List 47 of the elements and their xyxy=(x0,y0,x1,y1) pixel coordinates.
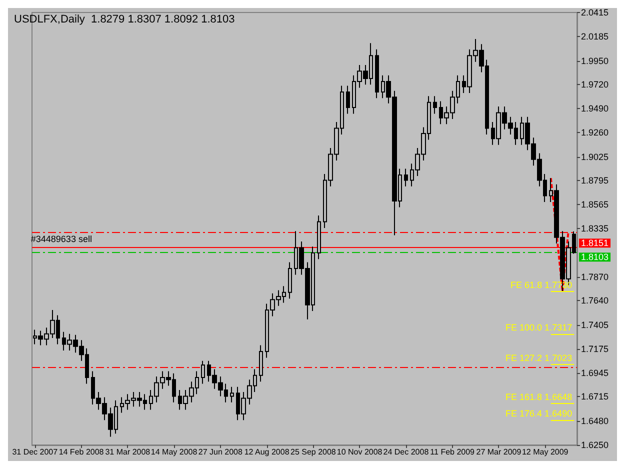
candlestick xyxy=(317,215,321,260)
ref-line-label: 1.8103 xyxy=(581,252,609,262)
y-tick-label: 1.8795 xyxy=(581,176,609,186)
candlestick xyxy=(201,360,205,384)
x-tick-label: 27 Mar 2009 xyxy=(476,448,522,456)
candlestick xyxy=(259,344,263,382)
ref-line-label: 1.8151 xyxy=(581,238,609,248)
x-tick-label: 31 Dec 2007 xyxy=(12,448,58,456)
ref-line-label: FE 127.2 1.7023 xyxy=(506,353,572,364)
y-tick-label: 1.6715 xyxy=(581,392,609,402)
x-tick-label: 12 Aug 2008 xyxy=(244,448,290,456)
y-tick-label: 1.9490 xyxy=(581,104,609,114)
candlestick xyxy=(404,168,408,187)
x-tick-label: 10 Nov 2008 xyxy=(336,448,383,456)
x-tick-label: 24 Dec 2008 xyxy=(383,448,430,456)
candlestick xyxy=(433,96,437,114)
y-tick-label: 1.8565 xyxy=(581,200,609,210)
y-tick-label: 1.7870 xyxy=(581,272,609,282)
y-tick-label: 1.9025 xyxy=(581,152,609,162)
x-tick-label: 11 Feb 2009 xyxy=(430,448,476,456)
y-tick-label: 1.9950 xyxy=(581,56,609,66)
candlestick xyxy=(375,48,379,99)
ref-line-label: FE 176.4 1.6490 xyxy=(506,408,572,419)
y-tick-label: 1.7175 xyxy=(581,344,609,354)
x-tick-label: 25 Sep 2008 xyxy=(290,448,336,456)
candlestick xyxy=(230,386,234,403)
chart-title: USDLFX,Daily 1.8279 1.8307 1.8092 1.8103 xyxy=(14,14,235,26)
y-tick-label: 1.9720 xyxy=(581,80,609,90)
y-tick-label: 2.0185 xyxy=(581,31,609,42)
y-tick-label: 1.6480 xyxy=(581,416,609,426)
y-tick-label: 1.6945 xyxy=(581,368,609,378)
y-tick-label: 1.6250 xyxy=(581,440,609,450)
x-tick-label: 12 May 2009 xyxy=(522,448,569,456)
y-tick-label: 2.0415 xyxy=(581,8,609,18)
x-tick-label: 14 Feb 2008 xyxy=(58,448,104,456)
y-tick-label: 1.7405 xyxy=(581,320,609,330)
x-tick-label: 31 Mar 2008 xyxy=(105,448,151,456)
ref-line-label: FE 100.0 1.7317 xyxy=(506,322,572,333)
y-tick-label: 1.8335 xyxy=(581,223,609,234)
y-tick-label: 1.9260 xyxy=(581,127,609,138)
y-tick-label: 1.7640 xyxy=(581,296,609,306)
candlestick xyxy=(288,262,292,300)
candlestick xyxy=(346,85,350,114)
ref-line-label: FE 161.8 1.6648 xyxy=(506,392,572,402)
annotation: #34489633 sell xyxy=(30,234,92,244)
x-tick-label: 14 May 2008 xyxy=(150,448,198,456)
x-tick-label: 27 Jun 2008 xyxy=(198,448,243,456)
